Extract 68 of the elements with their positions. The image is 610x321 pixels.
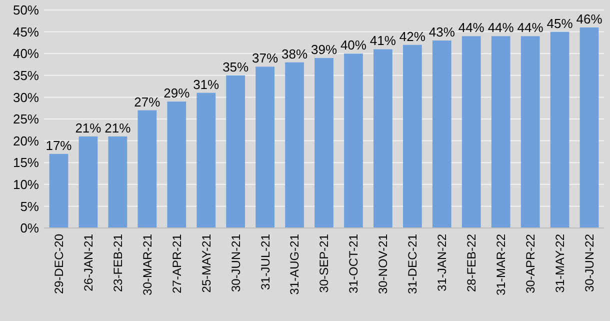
x-tick-label: 25-MAY-21 xyxy=(199,234,214,293)
y-tick-label: 5% xyxy=(20,198,40,214)
bar xyxy=(256,66,274,228)
data-label: 42% xyxy=(399,28,426,44)
bar xyxy=(78,136,98,228)
bar xyxy=(49,154,68,228)
bar xyxy=(402,44,422,228)
data-label: 29% xyxy=(164,86,190,101)
x-tick-label: 30-JUN-21 xyxy=(228,234,243,292)
data-label: 35% xyxy=(222,59,250,74)
bar xyxy=(108,136,128,228)
y-tick-label: 0% xyxy=(20,220,40,236)
x-tick-label: 28-FEB-22 xyxy=(464,234,479,292)
bar xyxy=(196,92,216,228)
data-label: 21% xyxy=(75,120,102,136)
y-tick-label: 20% xyxy=(12,133,40,148)
data-label: 21% xyxy=(104,120,132,136)
data-label: 31% xyxy=(193,76,220,92)
bar xyxy=(491,36,510,228)
x-tick-label: 27-APR-21 xyxy=(170,234,184,294)
x-tick-label: 31-DEC-21 xyxy=(406,234,420,294)
bar xyxy=(138,110,157,228)
y-tick-label: 25% xyxy=(12,112,40,127)
bar xyxy=(520,36,540,228)
data-label: 44% xyxy=(488,20,514,36)
x-tick-label: 26-JAN-21 xyxy=(81,234,96,292)
x-tick-label: 31-AUG-21 xyxy=(288,234,302,295)
x-tick-label: 31-JUL-21 xyxy=(258,234,272,290)
data-label: 37% xyxy=(252,50,278,66)
bar xyxy=(462,36,481,228)
data-label: 39% xyxy=(310,42,338,57)
x-tick-label: 31-MAR-22 xyxy=(494,234,508,296)
x-tick-label: 30-APR-22 xyxy=(524,234,538,294)
data-label: 46% xyxy=(576,11,603,26)
bar xyxy=(432,40,452,228)
x-tick-label: 29-DEC-20 xyxy=(52,234,66,294)
bar xyxy=(226,75,246,228)
bar xyxy=(167,102,186,228)
y-tick-label: 35% xyxy=(12,68,40,83)
y-tick-label: 30% xyxy=(12,90,40,105)
x-tick-label: 30-SEP-21 xyxy=(317,234,332,293)
bar xyxy=(285,62,304,228)
y-tick-label: 50% xyxy=(12,2,40,18)
data-label: 41% xyxy=(370,33,396,48)
data-label: 45% xyxy=(546,16,574,31)
x-tick-label: 23-FEB-21 xyxy=(110,234,125,292)
data-label: 38% xyxy=(282,46,308,62)
y-tick-label: 45% xyxy=(12,24,40,40)
data-label: 40% xyxy=(340,38,367,53)
data-label: 27% xyxy=(134,94,161,110)
x-tick-label: 30-NOV-21 xyxy=(376,234,390,294)
bar xyxy=(580,27,599,228)
y-tick-label: 10% xyxy=(12,176,40,192)
x-tick-label: 30-MAR-21 xyxy=(140,234,154,296)
bar xyxy=(344,54,363,228)
bar xyxy=(550,32,570,228)
data-label: 17% xyxy=(46,138,72,153)
data-label: 44% xyxy=(517,20,544,36)
x-tick-label: 31-OCT-21 xyxy=(346,234,361,294)
bar xyxy=(374,49,392,228)
bar xyxy=(314,58,334,228)
x-tick-label: 31-JAN-22 xyxy=(435,234,450,292)
data-label: 44% xyxy=(458,20,485,36)
x-tick-label: 31-MAY-22 xyxy=(552,234,567,293)
x-tick-label: 30-JUN-22 xyxy=(582,234,596,292)
y-tick-label: 40% xyxy=(12,46,40,62)
data-label: 43% xyxy=(428,24,456,40)
y-tick-label: 15% xyxy=(12,155,40,170)
